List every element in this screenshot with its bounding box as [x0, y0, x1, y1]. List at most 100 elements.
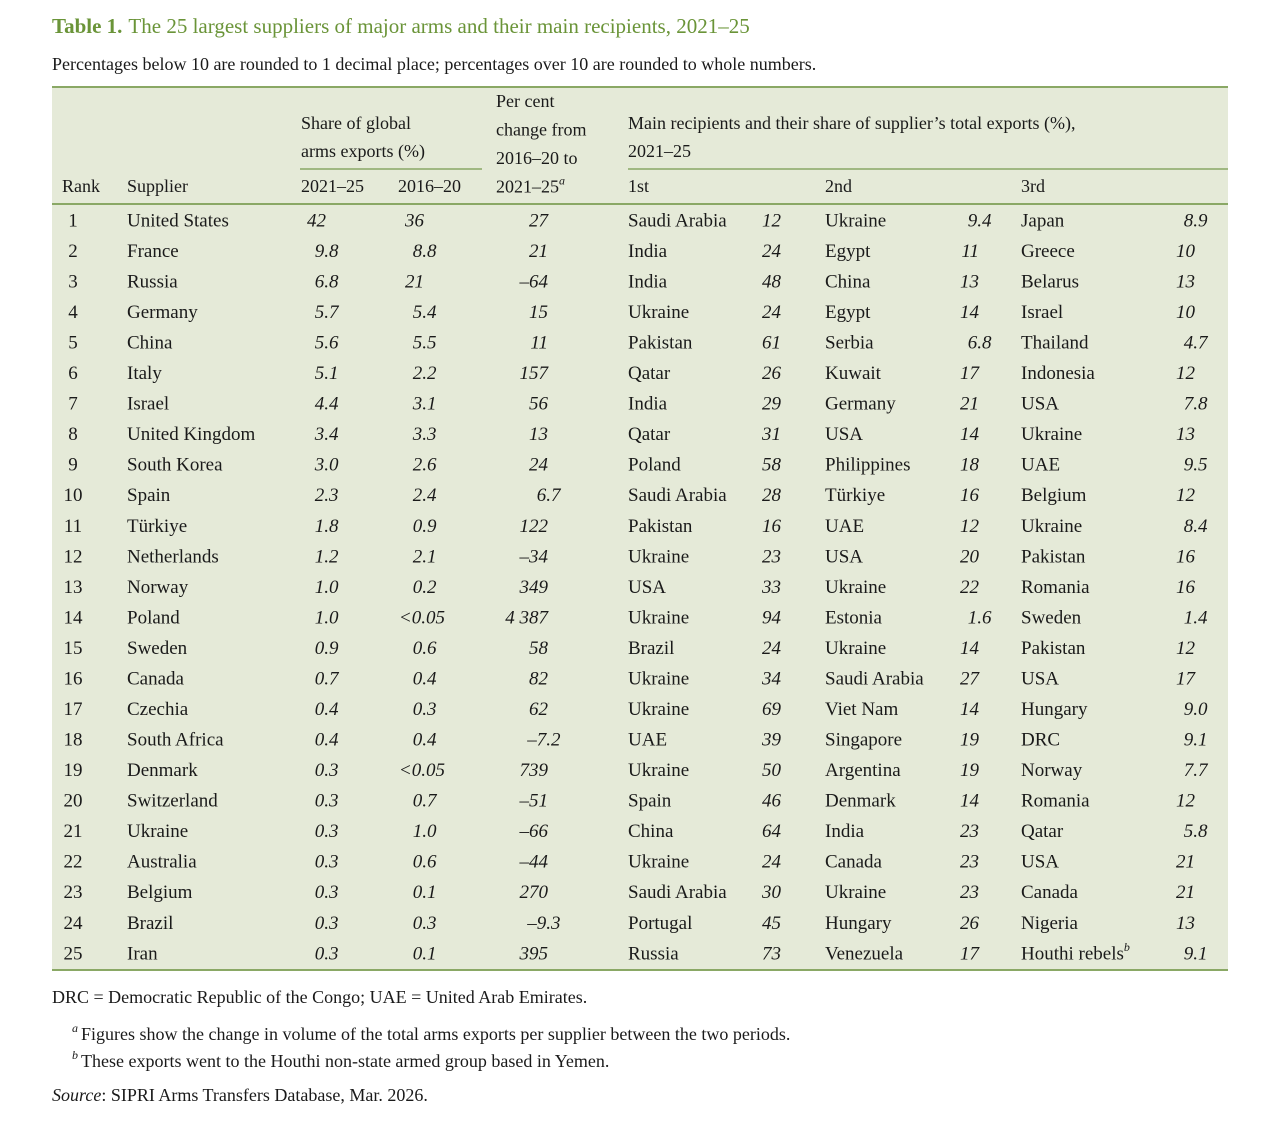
recipient-share: 94 — [762, 607, 782, 628]
recipient-share: 14 — [960, 302, 980, 323]
header-recipients: Main recipients and their share of suppl… — [628, 113, 1076, 134]
recipient-name: India — [628, 394, 668, 415]
source: Source: SIPRI Arms Transfers Database, M… — [52, 1085, 428, 1105]
supplier: Poland — [127, 607, 180, 628]
share-2016-20: <0.05 — [399, 607, 445, 628]
recipient-name: Ukraine — [1021, 424, 1082, 445]
recipient-name: Venezuela — [825, 943, 904, 964]
recipient-share: 7.7 — [1184, 760, 1209, 781]
recipient-share: 16 — [762, 516, 782, 537]
share-2021-25: 5.6 — [315, 333, 339, 354]
recipient-name: Singapore — [825, 730, 902, 751]
recipient-share: 18 — [960, 455, 980, 476]
share-2016-20: 0.3 — [413, 699, 437, 720]
recipient-share: 12 — [762, 210, 782, 231]
share-2016-20: 0.1 — [413, 943, 437, 964]
footnote-text: Figures show the change in volume of the… — [81, 1024, 790, 1044]
share-2021-25: 1.2 — [315, 546, 339, 567]
percent-change: –51 — [519, 791, 549, 812]
rank: 23 — [64, 882, 83, 903]
recipient-share: 5.8 — [1184, 821, 1208, 842]
recipient-name: Kuwait — [825, 363, 882, 384]
recipient-share: 31 — [761, 424, 781, 445]
share-2016-20: 0.9 — [413, 516, 437, 537]
recipient-share: 16 — [1176, 577, 1196, 598]
recipient-share: 17 — [960, 363, 981, 384]
recipient-name: Qatar — [628, 363, 671, 384]
recipient-name: Hungary — [1021, 699, 1088, 720]
source-text: : SIPRI Arms Transfers Database, Mar. 20… — [101, 1085, 428, 1105]
recipient-share: 24 — [762, 302, 782, 323]
recipient-name: Norway — [1021, 760, 1083, 781]
recipient-share: 10 — [1176, 241, 1196, 262]
share-2021-25: 3.0 — [314, 455, 339, 476]
recipient-share: 20 — [960, 546, 980, 567]
recipient-name: Saudi Arabia — [628, 210, 727, 231]
recipient-name: Saudi Arabia — [628, 485, 727, 506]
recipient-share: 12 — [1176, 363, 1196, 384]
rank: 12 — [64, 546, 83, 567]
recipient-share: 1.6 — [968, 607, 992, 628]
share-2016-20: 2.2 — [413, 363, 437, 384]
recipient-name: Saudi Arabia — [628, 882, 727, 903]
supplier: Switzerland — [127, 791, 218, 812]
recipient-share: 34 — [761, 668, 782, 689]
share-2016-20: 8.8 — [413, 241, 437, 262]
recipient-name: Indonesia — [1021, 363, 1095, 384]
recipient-name: Qatar — [1021, 821, 1064, 842]
percent-change: 270 — [520, 882, 549, 903]
recipient-name: Ukraine — [825, 882, 886, 903]
rank: 21 — [64, 821, 83, 842]
share-2021-25: 1.0 — [315, 607, 339, 628]
rank: 17 — [64, 699, 83, 720]
recipient-share: 29 — [762, 394, 782, 415]
recipient-share: 4.7 — [1184, 333, 1209, 354]
recipient-share: 17 — [960, 943, 981, 964]
supplier: Netherlands — [127, 546, 219, 567]
rank: 5 — [68, 333, 78, 354]
recipient-share: 14 — [960, 424, 980, 445]
rank: 19 — [64, 760, 83, 781]
header-period: 2021–25 — [301, 176, 364, 196]
recipient-share: 23 — [762, 546, 781, 567]
recipient-name: USA — [825, 546, 863, 567]
share-2016-20: 5.5 — [413, 333, 437, 354]
title-label: Table 1. — [52, 14, 122, 38]
recipient-name: USA — [825, 424, 863, 445]
share-2016-20: 1.0 — [413, 821, 437, 842]
share-2016-20: 21 — [405, 271, 424, 292]
header-share: arms exports (%) — [301, 141, 425, 162]
footnote-marker: a — [72, 1021, 78, 1035]
recipient-share: 14 — [960, 638, 980, 659]
recipient-share: 7.8 — [1184, 394, 1208, 415]
share-2016-20: 3.1 — [412, 394, 437, 415]
share-2021-25: 42 — [307, 210, 327, 231]
recipient-share: 33 — [761, 577, 781, 598]
recipient-name: Canada — [825, 852, 883, 873]
footnote: b These exports went to the Houthi non-st… — [72, 1048, 609, 1071]
recipient-name: Serbia — [825, 333, 874, 354]
supplier: Czechia — [127, 699, 189, 720]
share-2016-20: 36 — [404, 210, 425, 231]
recipient-name: Spain — [628, 791, 672, 812]
share-2021-25: 0.3 — [315, 852, 339, 873]
rank: 15 — [64, 638, 83, 659]
supplier: Canada — [127, 668, 185, 689]
percent-change: 395 — [519, 943, 549, 964]
share-2021-25: 5.1 — [315, 363, 339, 384]
recipient-share: 26 — [960, 913, 980, 934]
rank: 13 — [64, 577, 83, 598]
share-2021-25: 0.7 — [315, 668, 340, 689]
percent-change: 11 — [530, 333, 548, 354]
percent-change: 15 — [529, 302, 548, 323]
recipient-share: 21 — [960, 394, 979, 415]
header-share: Share of global — [301, 113, 411, 133]
percent-change: 82 — [529, 668, 549, 689]
share-2021-25: 0.4 — [315, 699, 339, 720]
recipient-name: Poland — [628, 455, 681, 476]
share-2016-20: 2.1 — [413, 546, 437, 567]
recipient-share: 22 — [960, 577, 980, 598]
supplier: South Korea — [127, 455, 223, 476]
percent-change: –66 — [519, 821, 549, 842]
rank: 20 — [64, 791, 83, 812]
